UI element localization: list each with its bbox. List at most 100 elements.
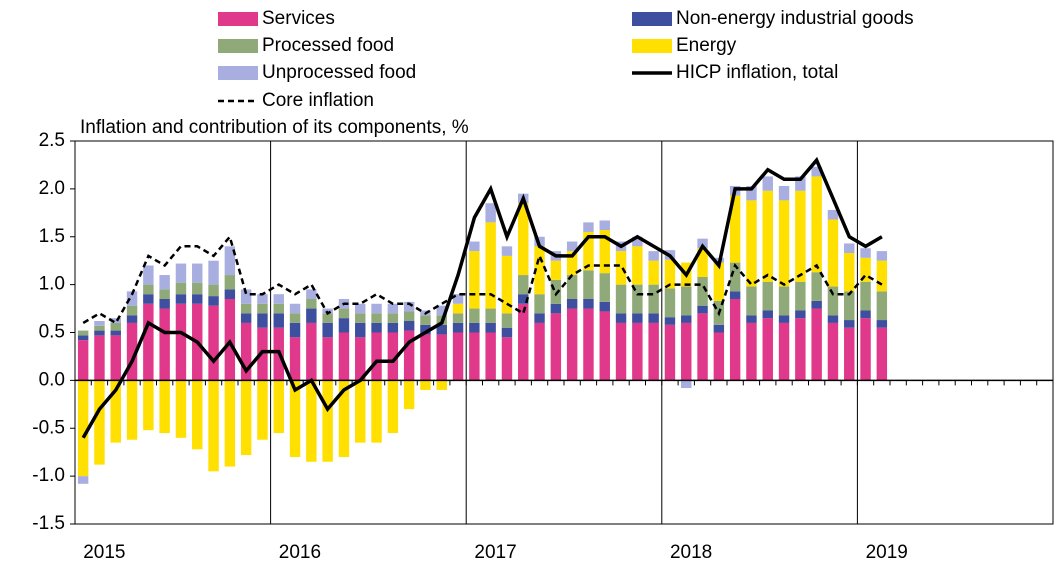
legend-label: Non-energy industrial goods [676, 8, 914, 29]
bar-segment [518, 203, 529, 276]
bar-segment [746, 200, 757, 287]
bar-segment [827, 315, 839, 323]
legend-swatch [632, 39, 672, 53]
bar-segment [485, 308, 496, 323]
bar-segment [762, 318, 773, 381]
bar-segment [338, 380, 350, 457]
bar-segment [77, 330, 89, 336]
bar-segment [273, 380, 284, 434]
x-tick-label: 2016 [279, 542, 321, 563]
y-tick-label: 1.0 [39, 274, 65, 295]
bar-segment [778, 200, 790, 287]
bar-segment [697, 248, 708, 277]
bar-segment [583, 308, 594, 381]
legend-swatch [218, 12, 258, 26]
bar-segment [452, 332, 464, 381]
total-line [81, 156, 883, 439]
bar-segment [518, 294, 529, 304]
bar-segment [729, 195, 741, 263]
bar-segment [338, 308, 350, 319]
bar-segment [795, 281, 806, 311]
bar-segment [403, 330, 415, 381]
bar-segment [306, 380, 317, 462]
bar-segment [240, 322, 252, 381]
bar-segment [583, 222, 594, 232]
bar-segment [746, 286, 757, 316]
bar-segment [110, 318, 121, 323]
legend-swatch [218, 39, 258, 53]
bar-segment [664, 324, 676, 381]
bar-segment [306, 298, 317, 309]
bar-segment [827, 219, 839, 287]
bar-segment [729, 262, 741, 292]
bar-segment [355, 337, 366, 381]
bar-segment [371, 313, 382, 323]
bar-segment [306, 289, 317, 299]
bar-segment [110, 330, 121, 336]
bar-segment [436, 324, 447, 335]
bar-segment [387, 322, 399, 333]
bar-segment [746, 315, 757, 323]
bar-segment [224, 275, 236, 290]
bar-segment [860, 318, 871, 381]
x-tick-label: 2018 [670, 542, 712, 563]
y-tick-label: 0.5 [39, 322, 65, 343]
x-tick-label: 2017 [474, 542, 516, 563]
legend-label: HICP inflation, total [676, 62, 838, 83]
bar-segment [795, 318, 806, 381]
legend-label: Unprocessed food [262, 62, 416, 83]
bar-segment [143, 303, 154, 381]
bar-segment [143, 265, 154, 285]
bar-segment [143, 284, 154, 295]
bar-segment [355, 380, 366, 443]
bar-segment [550, 260, 562, 280]
bar-segment [208, 284, 219, 297]
bar-segment [566, 308, 578, 381]
bar-segment [778, 286, 790, 316]
bar-segment [615, 251, 627, 285]
bar-segment [452, 313, 464, 323]
bar-segment [697, 238, 708, 249]
bar-segment [77, 340, 89, 381]
bar-segment [501, 255, 513, 314]
bar-segment [143, 294, 154, 304]
bar-segment [159, 380, 170, 434]
bar-segment [583, 231, 594, 271]
bar-segment [306, 322, 317, 381]
bar-segment [175, 294, 187, 304]
bar-segment [599, 220, 610, 231]
bar-segment [681, 315, 692, 323]
y-tick-label: 2.0 [39, 178, 65, 199]
bar-segment [664, 288, 676, 318]
bar-segment [648, 313, 659, 323]
bar-segment [403, 311, 415, 322]
bar-segment [77, 380, 89, 477]
bar-segment [240, 380, 252, 456]
bar-segment [876, 327, 888, 381]
bar-segment [371, 303, 382, 314]
bar-segment [77, 476, 89, 484]
bar-segment [192, 263, 203, 283]
bar-segment [387, 313, 399, 323]
bar-segment [681, 286, 692, 316]
bar-segment [566, 298, 578, 309]
bar-segment [420, 380, 431, 390]
bar-segment [599, 301, 610, 312]
bar-segment [811, 300, 822, 309]
x-tick-label: 2019 [866, 542, 908, 563]
bar-segment [534, 313, 545, 323]
bar-segment [844, 291, 855, 321]
bar-segment [876, 251, 888, 261]
bar-segment [844, 243, 855, 254]
bar-segment [387, 380, 399, 434]
bar-segment [844, 253, 855, 292]
bar-segment [860, 248, 871, 258]
bar-segment [534, 246, 545, 295]
bar-segment [827, 286, 839, 316]
bar-segment [257, 380, 268, 440]
bar-segment [224, 246, 236, 276]
bar-segment [273, 313, 284, 328]
bar-segment [94, 335, 105, 381]
bar-segment [175, 303, 187, 381]
bar-segment [534, 322, 545, 381]
